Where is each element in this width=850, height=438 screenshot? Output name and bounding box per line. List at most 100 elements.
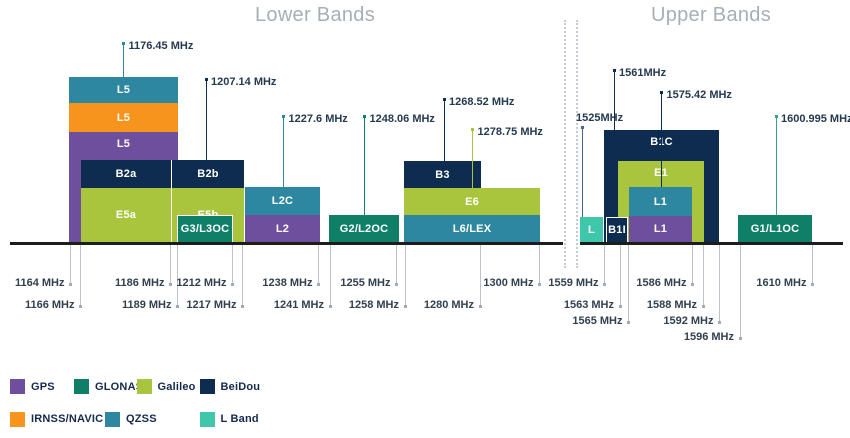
legend-swatch-galileo: [136, 379, 152, 394]
marker-dot-1525mhz: [580, 126, 584, 129]
edge-dot-1189-mhz: [176, 305, 179, 308]
edge-dot-1596-mhz: [738, 337, 742, 340]
marker-dot-1600-995-mhz: [774, 115, 778, 118]
band-block-l5-qzss: L5: [69, 77, 178, 103]
band-block-g3-l3oc: G3/L3OC: [177, 215, 233, 242]
edge-label-1586-mhz: 1586 MHz: [636, 277, 687, 289]
band-label-l2: L2: [275, 222, 290, 235]
edge-label-1563-mhz: 1563 MHz: [563, 299, 614, 311]
edge-dot-1300-mhz: [538, 283, 541, 286]
band-label-g3-l3oc: G3/L3OC: [180, 223, 230, 235]
edge-label-1559-mhz: 1559 MHz: [548, 277, 599, 289]
band-separator-line-2: [575, 20, 578, 268]
band-separator-line-1: [563, 20, 566, 268]
band-label-g1-l1oc: G1/L1OC: [750, 222, 800, 235]
marker-dot-1248-06-mhz: [363, 115, 366, 118]
marker-label-1176-45-mhz: 1176.45 MHz: [128, 40, 194, 52]
band-block-e6: E6: [404, 188, 540, 215]
marker-label-1600-995-mhz: 1600.995 MHz: [781, 113, 850, 125]
legend-swatch-irnss-navic: [10, 411, 25, 427]
edge-dot-1217-mhz: [241, 305, 244, 308]
edge-line-1217-mhz: [242, 245, 243, 306]
legend-label-galileo: Galileo: [157, 380, 196, 393]
legend-swatch-beidou: [199, 379, 215, 394]
edge-line-1588-mhz: [702, 245, 704, 306]
legend-swatch-l-band: [199, 411, 215, 427]
edge-dot-1186-mhz: [169, 283, 172, 286]
edge-line-1586-mhz: [692, 245, 693, 284]
edge-label-1258-mhz: 1258 MHz: [348, 299, 399, 311]
edge-label-1238-mhz: 1238 MHz: [262, 277, 313, 289]
edge-dot-1592-mhz: [718, 321, 721, 324]
marker-label-1248-06-mhz: 1248.06 MHz: [369, 113, 435, 125]
upper-bands-title: Upper Bands: [650, 4, 772, 26]
marker-dot-1176-45-mhz: [122, 42, 125, 45]
legend-item-galileo: Galileo: [136, 379, 196, 394]
edge-line-1610-mhz: [812, 245, 813, 284]
band-label-l5-irnss: L5: [116, 111, 131, 124]
marker-line-1561mhz: [613, 71, 615, 217]
band-label-l1-gps: L1: [653, 223, 668, 235]
marker-line-1600-995-mhz: [775, 117, 777, 215]
legend-label-gps: GPS: [31, 380, 55, 393]
marker-line-1278-75-mhz: [472, 130, 473, 188]
edge-label-1186-mhz: 1186 MHz: [114, 277, 165, 289]
band-block-l-band: L: [580, 217, 603, 242]
marker-line-1248-06-mhz: [364, 117, 365, 215]
edge-label-1166-mhz: 1166 MHz: [24, 299, 75, 311]
marker-label-1268-52-mhz: 1268.52 MHz: [449, 96, 515, 108]
edge-label-1212-mhz: 1212 MHz: [176, 277, 227, 289]
marker-line-1575-42-mhz: [661, 93, 662, 187]
band-block-l1-gps: L1: [629, 216, 692, 242]
edge-label-1280-mhz: 1280 MHz: [423, 299, 474, 311]
band-label-l1-qzss: L1: [653, 195, 668, 208]
band-label-b3: B3: [435, 168, 450, 181]
band-block-l2c: L2C: [245, 187, 320, 215]
edge-label-1300-mhz: 1300 MHz: [483, 277, 534, 289]
edge-line-1164-mhz: [70, 245, 71, 284]
marker-dot-1227-6-mhz: [282, 115, 285, 118]
edge-line-1596-mhz: [739, 245, 741, 338]
edge-dot-1212-mhz: [231, 283, 234, 286]
band-block-l1-qzss: L1: [629, 187, 692, 216]
legend-item-gps: GPS: [10, 379, 55, 394]
frequency-axis-upper: [580, 242, 843, 245]
marker-dot-1268-52-mhz: [442, 98, 446, 101]
edge-label-1164-mhz: 1164 MHz: [14, 277, 65, 289]
band-label-b2b: B2b: [197, 168, 219, 180]
edge-label-1610-mhz: 1610 MHz: [756, 277, 807, 289]
marker-dot-1207-14-mhz: [204, 78, 208, 81]
band-block-l6-lex: L6/LEX: [404, 215, 540, 242]
edge-line-1238-mhz: [318, 245, 319, 284]
marker-label-1207-14-mhz: 1207.14 MHz: [211, 76, 277, 88]
band-label-e1: E1: [654, 167, 668, 179]
edge-label-1565-mhz: 1565 MHz: [572, 315, 623, 327]
band-block-e5a: E5a: [81, 188, 171, 242]
edge-line-1592-mhz: [719, 245, 720, 322]
marker-dot-1575-42-mhz: [660, 91, 663, 94]
edge-label-1596-mhz: 1596 MHz: [683, 331, 734, 343]
marker-line-1268-52-mhz: [443, 100, 445, 161]
band-label-g2-l2oc: G2/L2OC: [339, 222, 389, 235]
band-block-g2-l2oc: G2/L2OC: [329, 215, 399, 242]
edge-line-1280-mhz: [479, 245, 481, 306]
band-label-e5a: E5a: [115, 209, 137, 221]
edge-dot-1166-mhz: [79, 305, 82, 308]
legend-label-irnss-navic: IRNSS/NAVIC: [31, 413, 104, 425]
band-block-b1i: B1I: [606, 217, 628, 242]
legend-item-qzss: QZSS: [105, 411, 157, 427]
band-label-l6-lex: L6/LEX: [452, 222, 492, 235]
edge-line-1189-mhz: [177, 245, 178, 306]
edge-dot-1559-mhz: [603, 283, 606, 286]
edge-line-1186-mhz: [170, 245, 171, 284]
band-label-l-band: L: [588, 223, 595, 236]
marker-line-1207-14-mhz: [205, 80, 207, 160]
legend-item-l-band: L Band: [199, 411, 259, 427]
marker-line-1227-6-mhz: [283, 117, 284, 187]
edge-dot-1164-mhz: [69, 283, 72, 286]
marker-dot-1561mhz: [612, 69, 616, 72]
edge-dot-1255-mhz: [395, 283, 398, 286]
band-block-l2: L2: [245, 215, 320, 242]
marker-label-1561mhz: 1561MHz: [619, 67, 667, 79]
